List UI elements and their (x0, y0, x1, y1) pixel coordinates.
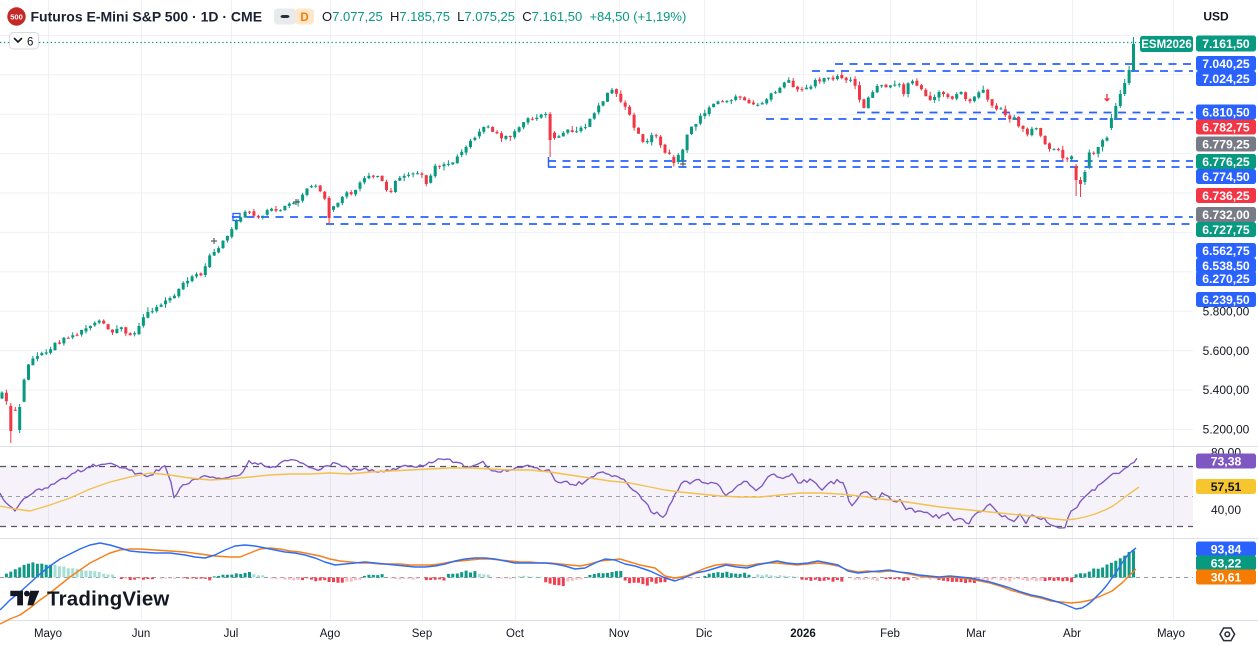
svg-text:6.774,50: 6.774,50 (1202, 170, 1250, 184)
svg-text:5.800,00: 5.800,00 (1203, 304, 1250, 318)
svg-text:6.810,50: 6.810,50 (1202, 105, 1250, 119)
svg-text:Futuros E-Mini S&P 500 · 1D ·: Futuros E-Mini S&P 500 · 1D · CME (31, 8, 263, 24)
svg-text:Oct: Oct (506, 628, 525, 640)
svg-text:Dic: Dic (696, 628, 713, 640)
svg-text:6.270,25: 6.270,25 (1202, 272, 1250, 286)
svg-text:ESM2026: ESM2026 (1141, 39, 1192, 51)
svg-text:TradingView: TradingView (47, 588, 170, 611)
svg-text:63,22: 63,22 (1211, 556, 1242, 570)
svg-text:USD: USD (1203, 10, 1229, 24)
svg-text:6.239,50: 6.239,50 (1202, 293, 1250, 307)
svg-text:7.040,25: 7.040,25 (1202, 57, 1250, 71)
svg-text:7.161,50: 7.161,50 (1202, 37, 1250, 51)
svg-text:7.024,25: 7.024,25 (1202, 72, 1250, 86)
svg-text:6.776,25: 6.776,25 (1202, 155, 1250, 169)
svg-text:Abr: Abr (1063, 628, 1081, 640)
svg-text:2026: 2026 (790, 628, 816, 640)
svg-text:Nov: Nov (609, 628, 630, 640)
svg-text:O7.077,25 H7.185,75 L7.075,2: O7.077,25 H7.185,75 L7.075,25 C7.161,50 … (322, 9, 686, 24)
svg-text:6: 6 (27, 37, 33, 49)
svg-text:6.782,75: 6.782,75 (1202, 120, 1250, 134)
svg-text:5.600,00: 5.600,00 (1203, 344, 1250, 358)
svg-text:Feb: Feb (880, 628, 900, 640)
svg-text:73,38: 73,38 (1211, 454, 1242, 468)
svg-text:6.779,25: 6.779,25 (1202, 137, 1250, 151)
svg-text:Sep: Sep (412, 628, 432, 640)
svg-text:6.562,75: 6.562,75 (1202, 244, 1250, 258)
svg-text:40,00: 40,00 (1211, 503, 1241, 517)
svg-text:Jul: Jul (224, 628, 239, 640)
svg-text:5.200,00: 5.200,00 (1203, 423, 1250, 437)
svg-text:500: 500 (10, 12, 23, 21)
svg-text:Jun: Jun (132, 628, 151, 640)
svg-text:5.400,00: 5.400,00 (1203, 383, 1250, 397)
svg-text:6.538,50: 6.538,50 (1202, 259, 1250, 273)
svg-text:Ago: Ago (320, 628, 340, 640)
svg-text:Mayo: Mayo (1157, 628, 1185, 640)
svg-text:30,61: 30,61 (1211, 570, 1242, 584)
svg-text:57,51: 57,51 (1211, 480, 1242, 494)
svg-text:Mar: Mar (966, 628, 986, 640)
svg-text:93,84: 93,84 (1211, 542, 1242, 556)
svg-text:Mayo: Mayo (34, 628, 62, 640)
svg-text:6.727,75: 6.727,75 (1202, 223, 1250, 237)
svg-text:6.732,00: 6.732,00 (1202, 208, 1250, 222)
svg-text:6.736,25: 6.736,25 (1202, 189, 1250, 203)
svg-text:D: D (300, 12, 308, 24)
